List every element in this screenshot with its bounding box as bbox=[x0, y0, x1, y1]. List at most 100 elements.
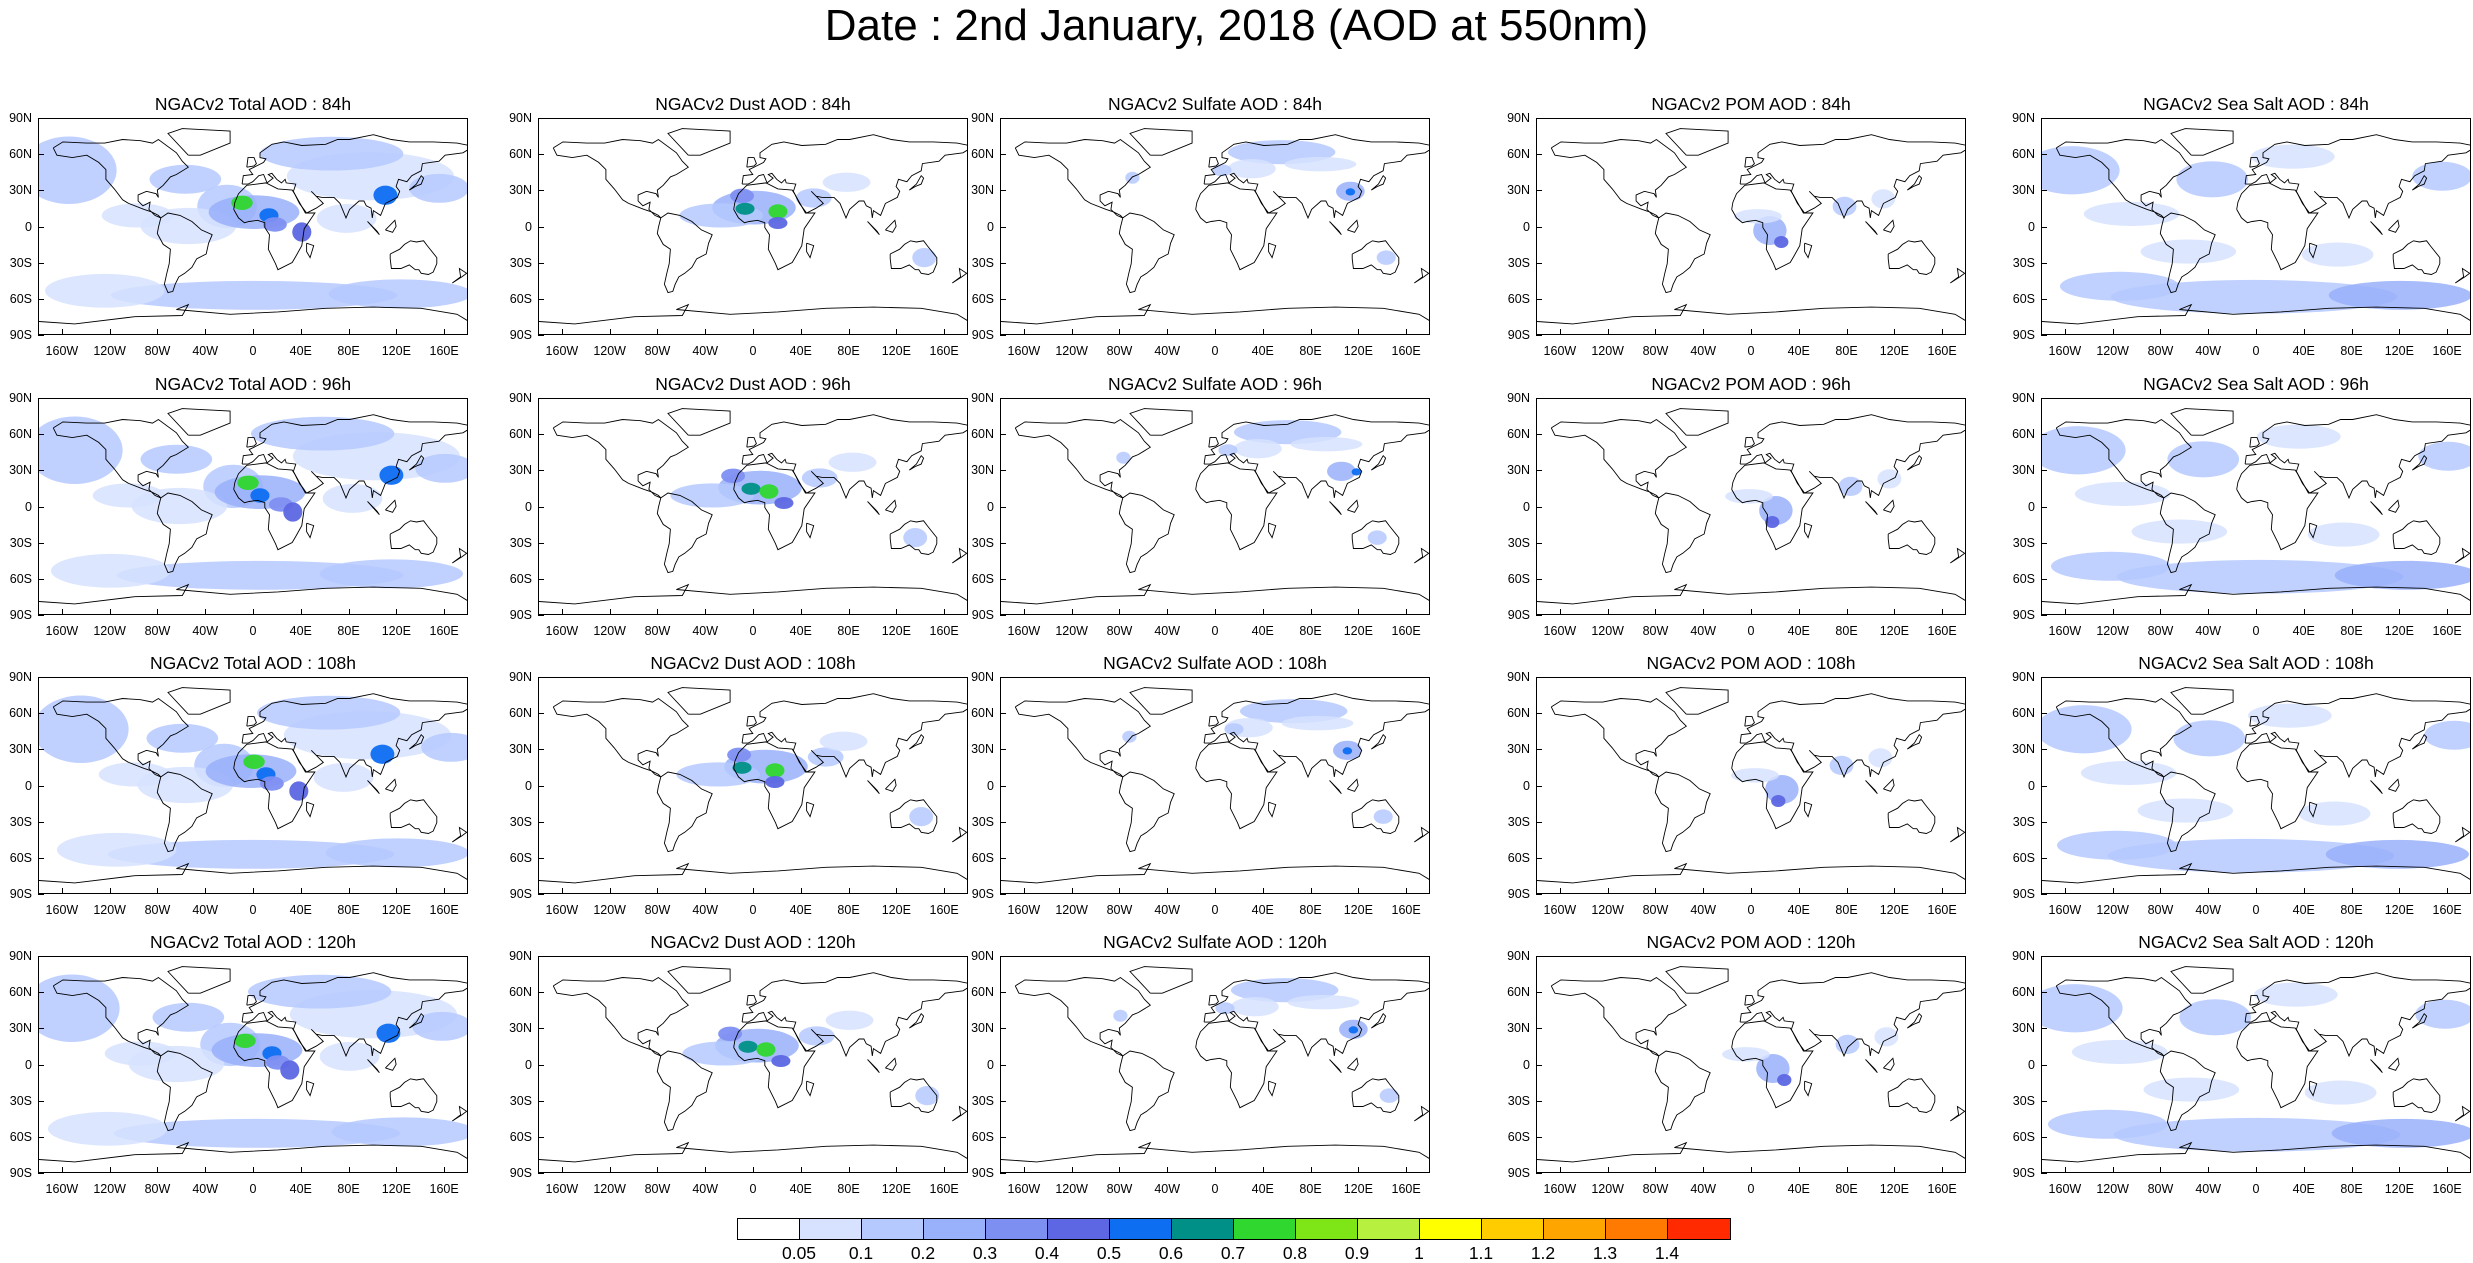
lat-tick-label: 60S bbox=[971, 291, 994, 306]
lon-tick-label: 80E bbox=[837, 903, 860, 917]
coastline bbox=[1329, 501, 1342, 516]
lon-tick bbox=[1942, 609, 1944, 615]
colorbar-label: 1 bbox=[1414, 1243, 1424, 1263]
lat-tick-label: 30N bbox=[1507, 1021, 1530, 1036]
coastline bbox=[552, 418, 690, 499]
lon-tick bbox=[2256, 888, 2257, 894]
lon-tick-label: 80E bbox=[1299, 903, 1322, 917]
lon-tick bbox=[561, 329, 563, 335]
lat-tick-label: 90N bbox=[9, 670, 32, 684]
lon-tick bbox=[2208, 1167, 2210, 1173]
lat-tick bbox=[1000, 154, 1006, 156]
lon-tick-label: 120E bbox=[881, 1182, 911, 1196]
lat-tick-label: 60N bbox=[509, 706, 532, 721]
aerosol-plume bbox=[260, 136, 404, 171]
lon-tick bbox=[253, 1167, 254, 1173]
coastline bbox=[2236, 462, 2319, 551]
lat-tick-label: 90S bbox=[971, 608, 994, 622]
lat-tick bbox=[38, 298, 44, 300]
coastline bbox=[2042, 1141, 2470, 1163]
coastline bbox=[552, 976, 690, 1057]
lon-tick-label: 40E bbox=[1251, 624, 1274, 638]
lat-tick-label: 60S bbox=[971, 850, 994, 865]
coastline bbox=[1118, 1050, 1175, 1132]
lon-tick bbox=[109, 329, 111, 335]
lon-tick bbox=[109, 609, 111, 615]
coastline bbox=[1268, 522, 1277, 539]
lon-tick bbox=[2112, 888, 2114, 894]
lon-tick bbox=[561, 609, 563, 615]
lon-tick-label: 40E bbox=[2292, 624, 2315, 638]
coastline bbox=[452, 547, 467, 564]
coastline bbox=[746, 157, 757, 168]
coastline bbox=[1887, 1078, 1936, 1113]
aerosol-plume bbox=[2074, 481, 2171, 506]
lon-tick-label: 0 bbox=[749, 344, 757, 358]
coastline bbox=[233, 1020, 316, 1109]
lon-tick-label: 40E bbox=[1251, 344, 1274, 358]
lon-tick-label: 120E bbox=[1343, 1182, 1373, 1196]
lon-tick bbox=[2208, 609, 2210, 615]
aerosol-plume bbox=[718, 1026, 743, 1042]
lon-tick-label: 160E bbox=[929, 903, 959, 917]
aerosol-plume bbox=[1230, 997, 1279, 1017]
lon-tick bbox=[2160, 888, 2162, 894]
lat-tick bbox=[1536, 542, 1542, 544]
colorbar-swatch bbox=[800, 1219, 862, 1239]
coastline bbox=[2309, 242, 2318, 259]
lon-tick bbox=[1607, 1167, 1609, 1173]
coastline bbox=[806, 1080, 815, 1097]
lon-tick bbox=[1119, 329, 1121, 335]
lat-tick bbox=[38, 1173, 44, 1174]
coastline bbox=[389, 240, 438, 275]
lat-tick-label: 30N bbox=[9, 1021, 32, 1036]
lat-tick bbox=[1000, 615, 1006, 616]
lon-tick bbox=[657, 329, 659, 335]
lat-tick-label: 90S bbox=[9, 328, 32, 342]
lat-tick-label: 90N bbox=[1507, 111, 1530, 125]
coastline bbox=[806, 801, 815, 818]
lat-tick bbox=[2041, 226, 2047, 228]
lat-tick bbox=[38, 154, 44, 156]
lat-tick-label: 90S bbox=[1507, 608, 1530, 622]
coastline bbox=[1950, 267, 1965, 284]
lon-tick-label: 40E bbox=[789, 624, 812, 638]
lon-tick bbox=[1406, 888, 1408, 894]
aerosol-plume bbox=[1348, 1026, 1359, 1034]
aerosol-plume bbox=[39, 136, 117, 204]
lat-tick-label: 60N bbox=[971, 985, 994, 1000]
lat-tick bbox=[1536, 578, 1542, 580]
colorbar-swatch bbox=[1668, 1219, 1730, 1239]
coastline bbox=[2170, 966, 2234, 994]
coastline bbox=[1203, 693, 1429, 779]
aerosol-plume bbox=[316, 203, 377, 233]
lon-tick bbox=[348, 609, 350, 615]
lon-tick bbox=[1167, 1167, 1169, 1173]
lat-tick-label: 60N bbox=[9, 706, 32, 721]
lat-tick-label: 30N bbox=[509, 1021, 532, 1036]
coastline bbox=[885, 778, 897, 792]
lon-tick bbox=[2256, 329, 2257, 335]
lon-tick-label: 120W bbox=[93, 624, 126, 638]
lat-tick-label: 90S bbox=[2012, 1166, 2035, 1180]
aerosol-plume bbox=[1871, 189, 1896, 209]
coastline bbox=[667, 128, 731, 156]
lon-tick-label: 80E bbox=[2340, 624, 2363, 638]
coastline bbox=[385, 778, 397, 792]
coastline bbox=[2412, 454, 2428, 471]
aerosol-plume bbox=[2050, 551, 2171, 581]
lon-tick bbox=[944, 1167, 946, 1173]
lon-tick-label: 120W bbox=[1591, 624, 1624, 638]
lat-tick bbox=[538, 154, 544, 156]
lon-tick bbox=[800, 609, 802, 615]
coastline bbox=[1329, 780, 1342, 795]
coastline bbox=[1537, 583, 1965, 605]
lat-tick-label: 60N bbox=[2012, 147, 2035, 162]
coastline bbox=[1739, 693, 1965, 779]
lon-tick bbox=[61, 888, 63, 894]
lat-tick bbox=[1536, 226, 1542, 228]
lat-tick bbox=[2041, 992, 2047, 994]
coastline bbox=[2236, 182, 2319, 271]
coastline bbox=[733, 462, 816, 551]
lat-tick bbox=[2041, 542, 2047, 544]
